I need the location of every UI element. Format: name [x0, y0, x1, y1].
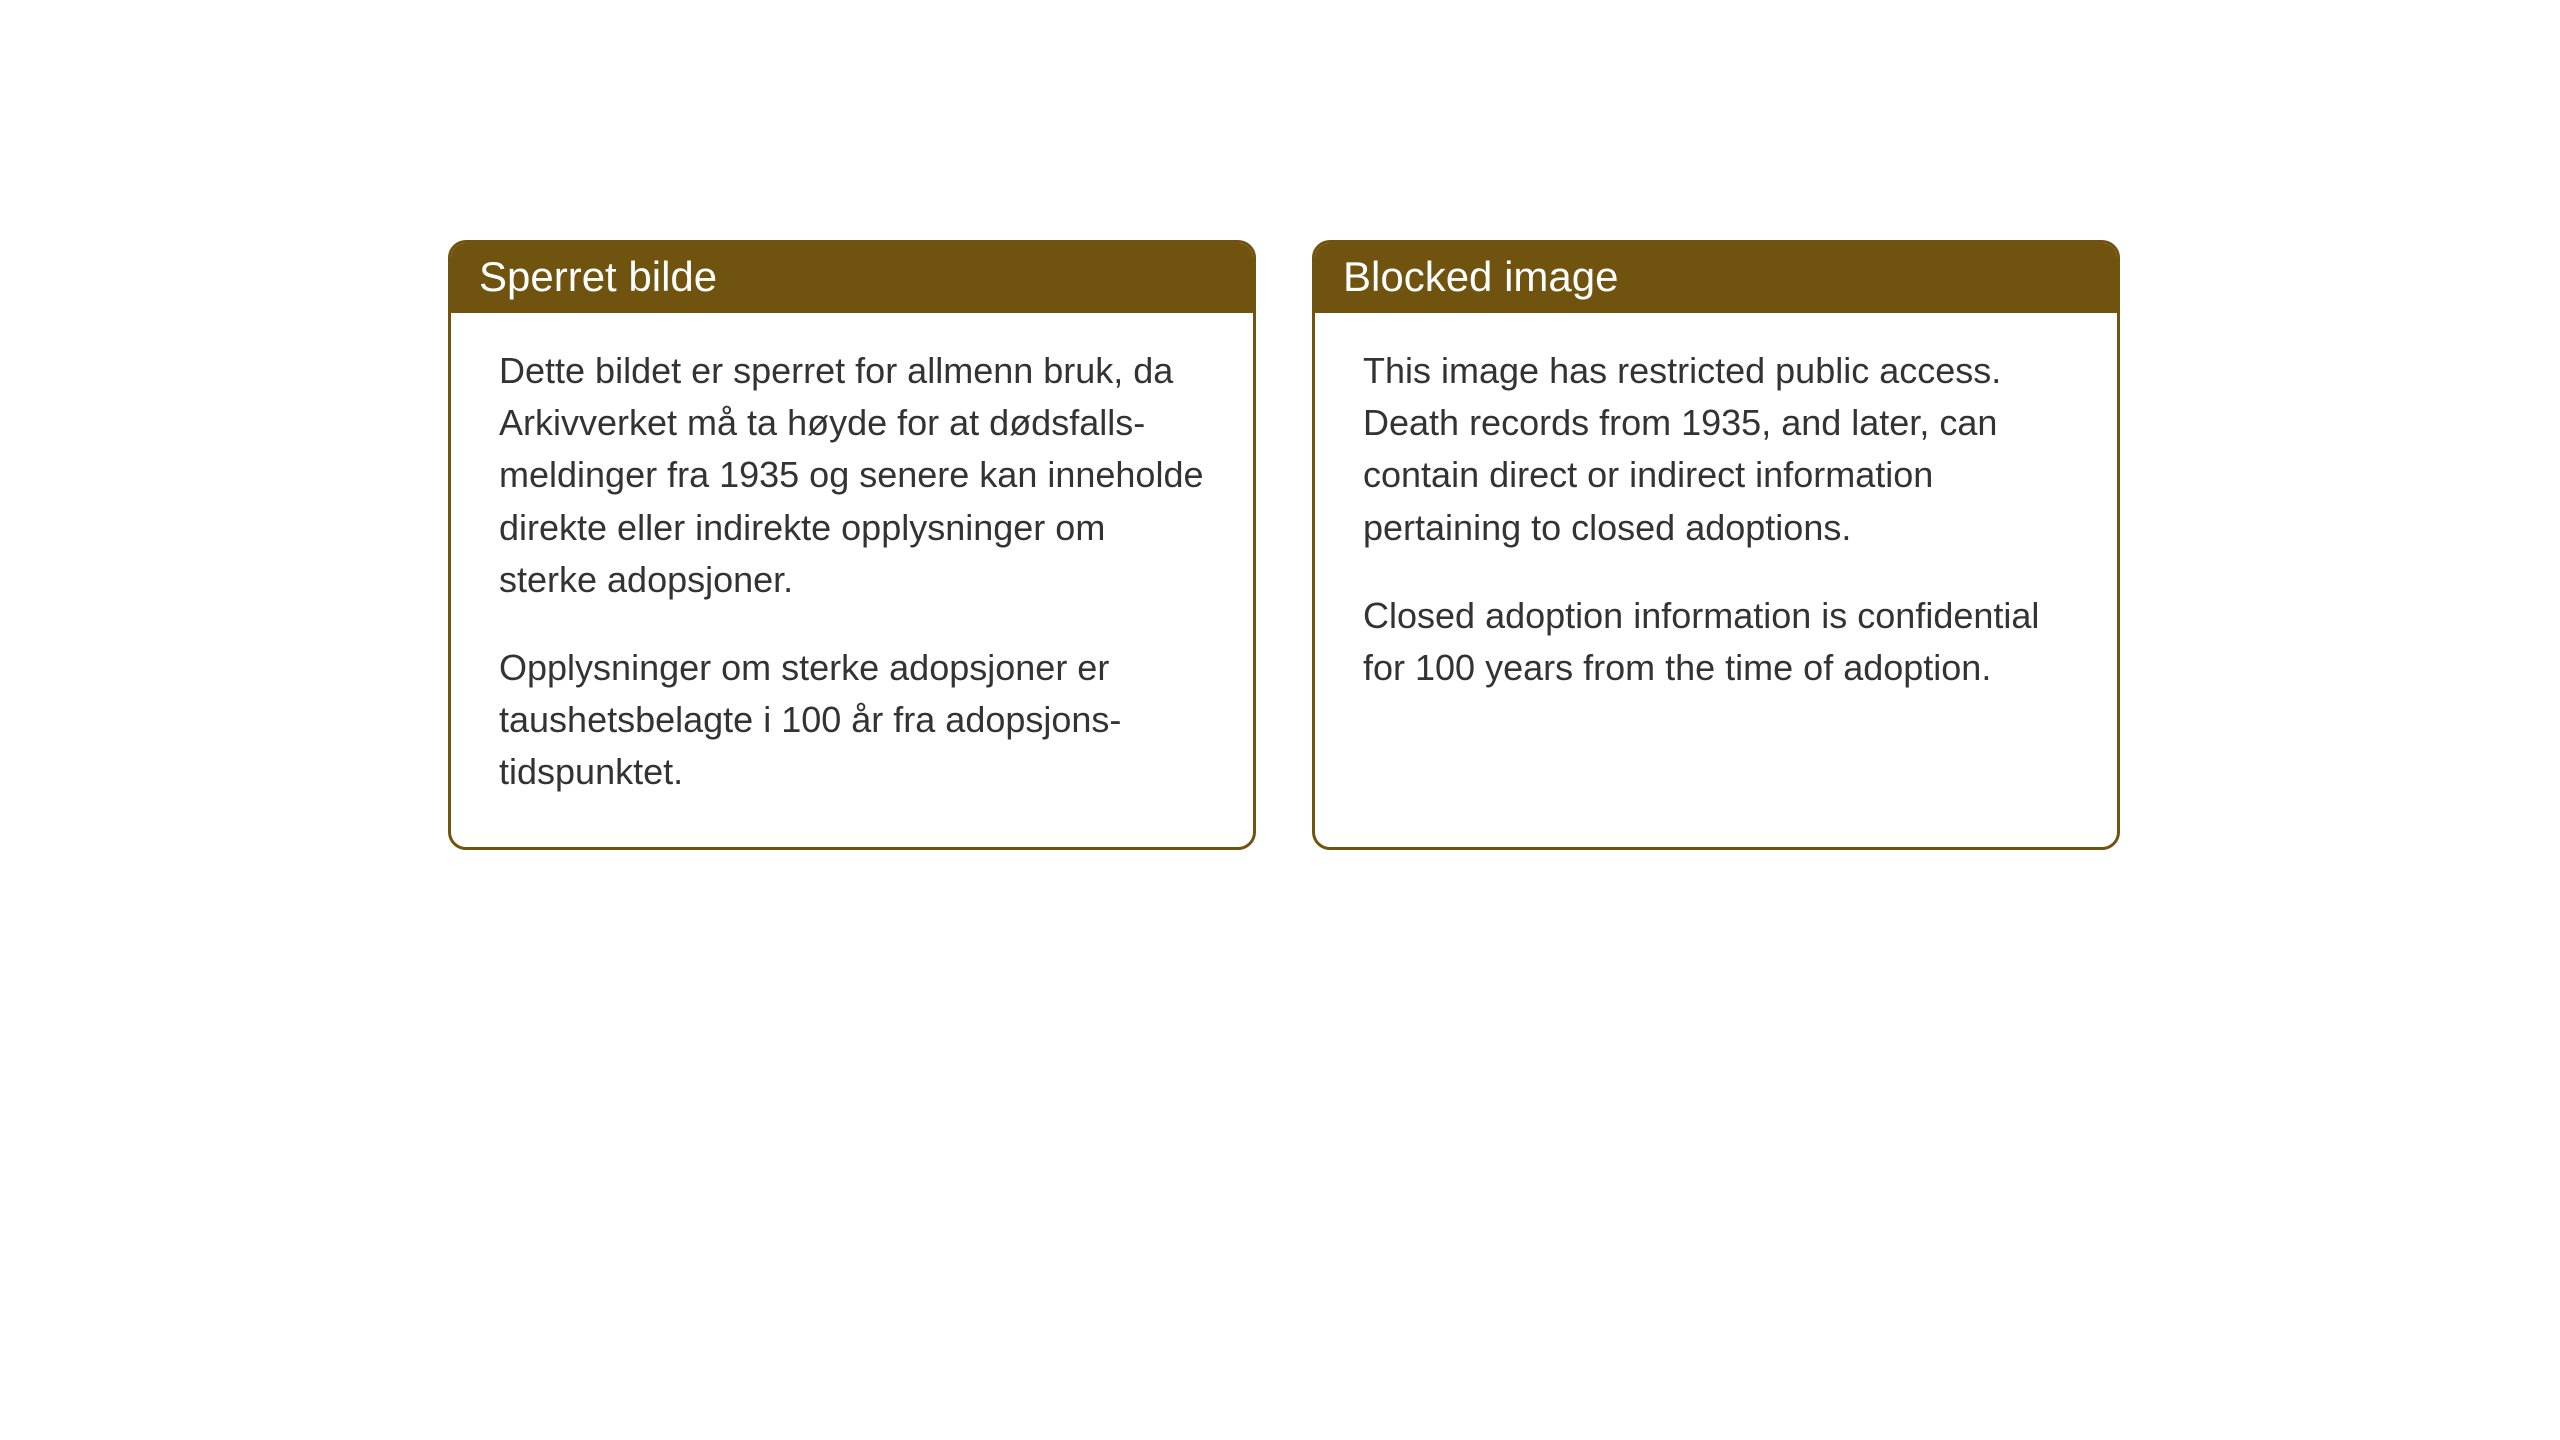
card-header-norwegian: Sperret bilde — [451, 243, 1253, 313]
notice-card-english: Blocked image This image has restricted … — [1312, 240, 2120, 850]
card-paragraph-norwegian-2: Opplysninger om sterke adopsjoner er tau… — [499, 642, 1205, 799]
card-body-english: This image has restricted public access.… — [1315, 313, 2117, 742]
card-paragraph-norwegian-1: Dette bildet er sperret for allmenn bruk… — [499, 345, 1205, 606]
card-title-english: Blocked image — [1343, 253, 1618, 300]
card-header-english: Blocked image — [1315, 243, 2117, 313]
notice-container: Sperret bilde Dette bildet er sperret fo… — [448, 240, 2120, 850]
card-paragraph-english-1: This image has restricted public access.… — [1363, 345, 2069, 554]
card-title-norwegian: Sperret bilde — [479, 253, 717, 300]
card-body-norwegian: Dette bildet er sperret for allmenn bruk… — [451, 313, 1253, 847]
card-paragraph-english-2: Closed adoption information is confident… — [1363, 590, 2069, 694]
notice-card-norwegian: Sperret bilde Dette bildet er sperret fo… — [448, 240, 1256, 850]
